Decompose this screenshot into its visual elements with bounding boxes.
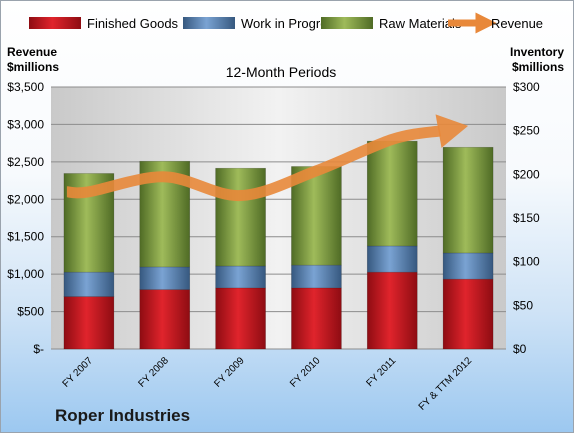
right-tick-label: $250 xyxy=(513,124,540,138)
left-axis: $- $500 $1,000 $1,500 $2,000 $2,500 $3,000 $3,5… xyxy=(7,80,44,356)
right-tick-label: $200 xyxy=(513,167,540,181)
right-tick-label: $100 xyxy=(513,255,540,269)
right-tick-label: $150 xyxy=(513,211,540,225)
bar-work-in-progress xyxy=(139,266,191,290)
right-axis-title-line2: $millions xyxy=(512,60,564,74)
legend-item-raw-materials: Raw Materials xyxy=(321,16,462,31)
bar-raw-materials xyxy=(442,146,494,254)
category-label: FY 2010 xyxy=(288,355,323,390)
category-axis: FY 2007 FY 2008 FY 2009 FY 2010 FY 2011 FY & … xyxy=(61,355,475,413)
revenue-arrowhead xyxy=(435,114,469,148)
legend: Finished Goods Work in Progress Raw Mate… xyxy=(29,12,543,34)
legend-item-finished-goods: Finished Goods xyxy=(29,16,179,31)
left-tick-label: $3,000 xyxy=(7,117,44,131)
bar-finished-goods xyxy=(139,289,191,350)
left-tick-label: $500 xyxy=(17,305,44,319)
chart-subtitle: 12-Month Periods xyxy=(226,64,337,80)
bar-work-in-progress xyxy=(291,264,342,289)
bar-finished-goods xyxy=(215,287,266,350)
bar-raw-materials xyxy=(366,140,418,247)
category-label: FY 2009 xyxy=(212,355,247,390)
legend-item-work-in-progress: Work in Progress xyxy=(183,16,341,31)
bar-work-in-progress xyxy=(366,245,418,273)
left-axis-title-line2: $millions xyxy=(7,60,59,74)
right-axis-title-line1: Inventory xyxy=(510,45,564,59)
category-label: FY 2007 xyxy=(61,355,96,390)
left-tick-label: $2,500 xyxy=(7,155,44,169)
category-label: FY 2008 xyxy=(136,355,171,390)
legend-label-raw-materials: Raw Materials xyxy=(379,16,462,31)
legend-label-revenue: Revenue xyxy=(491,16,543,31)
right-tick-label: $0 xyxy=(513,342,527,356)
right-tick-label: $300 xyxy=(513,80,540,94)
category-label: FY 2011 xyxy=(365,355,399,389)
legend-item-revenue: Revenue xyxy=(448,12,543,34)
legend-swatch-work-in-progress xyxy=(183,17,235,29)
left-tick-label: $1,500 xyxy=(7,230,44,244)
legend-swatch-finished-goods xyxy=(29,17,81,29)
bar-raw-materials xyxy=(215,167,266,267)
left-axis-title-line1: Revenue xyxy=(7,45,57,59)
category-label: FY & TTM 2012 xyxy=(417,355,475,413)
left-tick-label: $3,500 xyxy=(7,80,44,94)
legend-label-finished-goods: Finished Goods xyxy=(87,16,179,31)
revenue-line-path xyxy=(66,125,442,202)
bar-finished-goods xyxy=(366,271,418,350)
bar-work-in-progress xyxy=(442,252,494,280)
legend-label-work-in-progress: Work in Progress xyxy=(241,16,341,31)
left-tick-label: $1,000 xyxy=(7,267,44,281)
revenue-line xyxy=(66,114,469,202)
left-tick-label: $- xyxy=(33,342,44,356)
bar-work-in-progress xyxy=(63,271,115,297)
company-name: Roper Industries xyxy=(55,406,190,425)
bar-work-in-progress xyxy=(215,265,266,289)
right-axis: $0 $50 $100 $150 $200 $250 $300 xyxy=(513,80,540,356)
bar-finished-goods xyxy=(63,296,115,350)
bar-finished-goods xyxy=(442,278,494,350)
bar-finished-goods xyxy=(291,287,342,350)
right-tick-label: $50 xyxy=(513,298,533,312)
legend-swatch-raw-materials xyxy=(321,17,373,29)
gridlines xyxy=(51,86,506,350)
left-tick-label: $2,000 xyxy=(7,192,44,206)
